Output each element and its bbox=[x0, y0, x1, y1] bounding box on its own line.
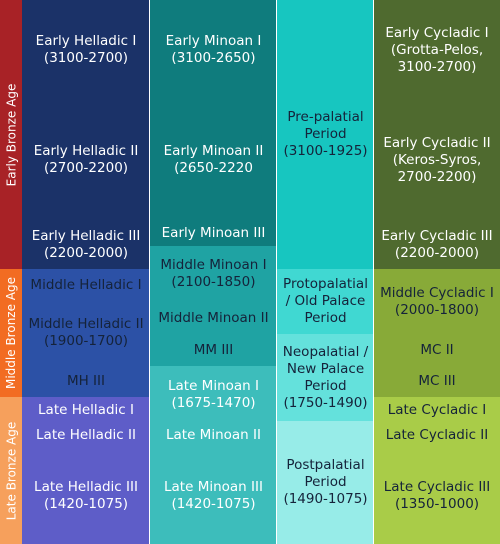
cell-late-helladic-2: Late Helladic II bbox=[22, 423, 150, 447]
column-separator bbox=[373, 0, 374, 544]
cell-early-helladic-3: Early Helladic III (2200-2000) bbox=[22, 220, 150, 269]
cell-prepalatial: Pre-palatial Period (3100-1925) bbox=[277, 0, 374, 269]
cell-middle-minoan-1: Middle Minoan I (2100-1850) bbox=[150, 246, 277, 301]
cell-early-helladic-1: Early Helladic I (3100-2700) bbox=[22, 0, 150, 100]
cell-mh-3: MH III bbox=[22, 365, 150, 397]
cell-postpalatial: Postpalatial Period (1490-1075) bbox=[277, 421, 374, 544]
cell-early-minoan-1: Early Minoan I (3100-2650) bbox=[150, 0, 277, 100]
cell-late-cycladic-1: Late Cycladic I bbox=[374, 397, 500, 423]
cell-early-minoan-3: Early Minoan III bbox=[150, 220, 277, 246]
age-early-bronze: Early Bronze Age bbox=[0, 0, 22, 269]
cell-middle-minoan-2: Middle Minoan II bbox=[150, 301, 277, 335]
cell-late-minoan-2: Late Minoan II bbox=[150, 423, 277, 447]
cell-late-cycladic-2: Late Cycladic II bbox=[374, 423, 500, 447]
cell-middle-cycladic-1: Middle Cycladic I (2000-1800) bbox=[374, 269, 500, 335]
cell-mm-3: MM III bbox=[150, 335, 277, 366]
cell-middle-helladic-1: Middle Helladic I bbox=[22, 269, 150, 301]
cell-early-cycladic-3: Early Cycladic III (2200-2000) bbox=[374, 220, 500, 269]
column-separator bbox=[149, 0, 150, 544]
cell-late-minoan-3: Late Minoan III (1420-1075) bbox=[150, 447, 277, 544]
age-middle-bronze: Middle Bronze Age bbox=[0, 269, 22, 397]
cell-early-cycladic-1: Early Cycladic I (Grotta-Pelos, 3100-270… bbox=[374, 0, 500, 100]
cell-neopalatial: Neopalatial / New Palace Period (1750-14… bbox=[277, 334, 374, 421]
column-separator bbox=[276, 0, 277, 544]
age-late-bronze: Late Bronze Age bbox=[0, 397, 22, 544]
age-early-bronze-label: Early Bronze Age bbox=[4, 83, 18, 186]
age-late-bronze-label: Late Bronze Age bbox=[4, 421, 18, 520]
cell-late-helladic-3: Late Helladic III (1420-1075) bbox=[22, 447, 150, 544]
cell-protopalatial: Protopalatial / Old Palace Period bbox=[277, 269, 374, 334]
cell-mc-3: MC III bbox=[374, 366, 500, 397]
cell-early-helladic-2: Early Helladic II (2700-2200) bbox=[22, 100, 150, 220]
cell-late-cycladic-3: Late Cycladic III (1350-1000) bbox=[374, 447, 500, 544]
cell-late-helladic-1: Late Helladic I bbox=[22, 397, 150, 423]
cell-mc-2: MC II bbox=[374, 335, 500, 366]
age-middle-bronze-label: Middle Bronze Age bbox=[4, 276, 19, 390]
cell-early-minoan-2: Early Minoan II (2650-2220 bbox=[150, 100, 277, 220]
cell-late-minoan-1: Late Minoan I (1675-1470) bbox=[150, 366, 277, 423]
cell-early-cycladic-2: Early Cycladic II (Keros-Syros, 2700-220… bbox=[374, 100, 500, 220]
cell-middle-helladic-2: Middle Helladic II (1900-1700) bbox=[22, 301, 150, 365]
